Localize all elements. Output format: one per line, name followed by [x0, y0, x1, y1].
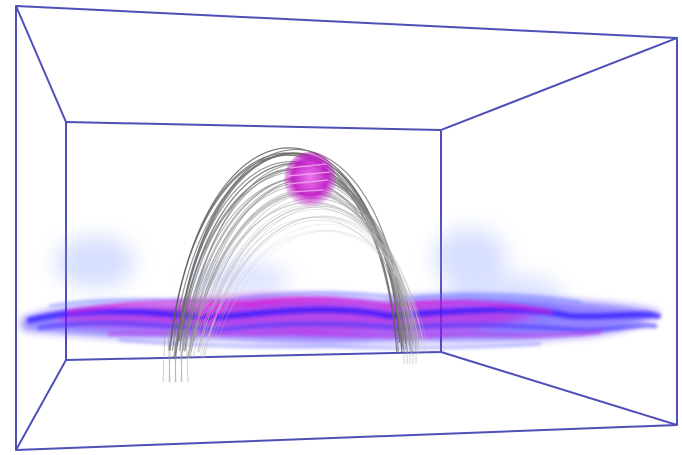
field-line	[210, 223, 422, 353]
footpoint-highlight	[194, 299, 225, 327]
field-line	[201, 209, 419, 341]
magenta-blob	[284, 152, 336, 208]
field-line	[204, 231, 427, 358]
field-line	[203, 206, 423, 359]
field-line	[201, 217, 421, 358]
field-line	[206, 229, 427, 343]
bounding-box	[15, 5, 678, 451]
box-connecting-edges	[15, 5, 678, 451]
field-line	[202, 220, 418, 358]
field-line	[208, 216, 419, 341]
field-line-foot	[168, 329, 172, 383]
plasma-sheet	[22, 291, 661, 350]
field-line-foot	[185, 329, 189, 383]
field-line	[197, 217, 416, 353]
field-line	[207, 215, 423, 341]
field-line-foot	[162, 329, 166, 383]
field-line	[213, 230, 423, 353]
field-line	[203, 216, 425, 353]
field-line-foot	[174, 329, 178, 383]
field-line-foot	[180, 329, 184, 383]
